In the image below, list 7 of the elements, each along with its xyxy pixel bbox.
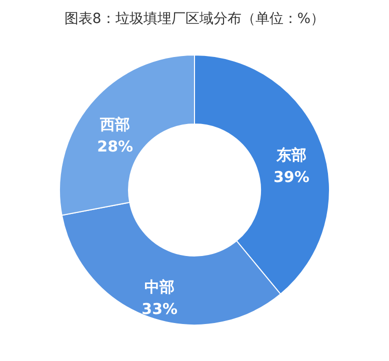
slice-label: 东部 (275, 146, 306, 164)
data-label: 33% (142, 300, 178, 318)
data-label: 28% (97, 137, 134, 156)
slice-label: 中部 (144, 278, 175, 296)
data-label: 39% (273, 168, 310, 186)
slice-label: 西部 (99, 115, 130, 134)
chart-title: 图表8：垃圾填埋厂区域分布（单位：%） (64, 11, 325, 27)
